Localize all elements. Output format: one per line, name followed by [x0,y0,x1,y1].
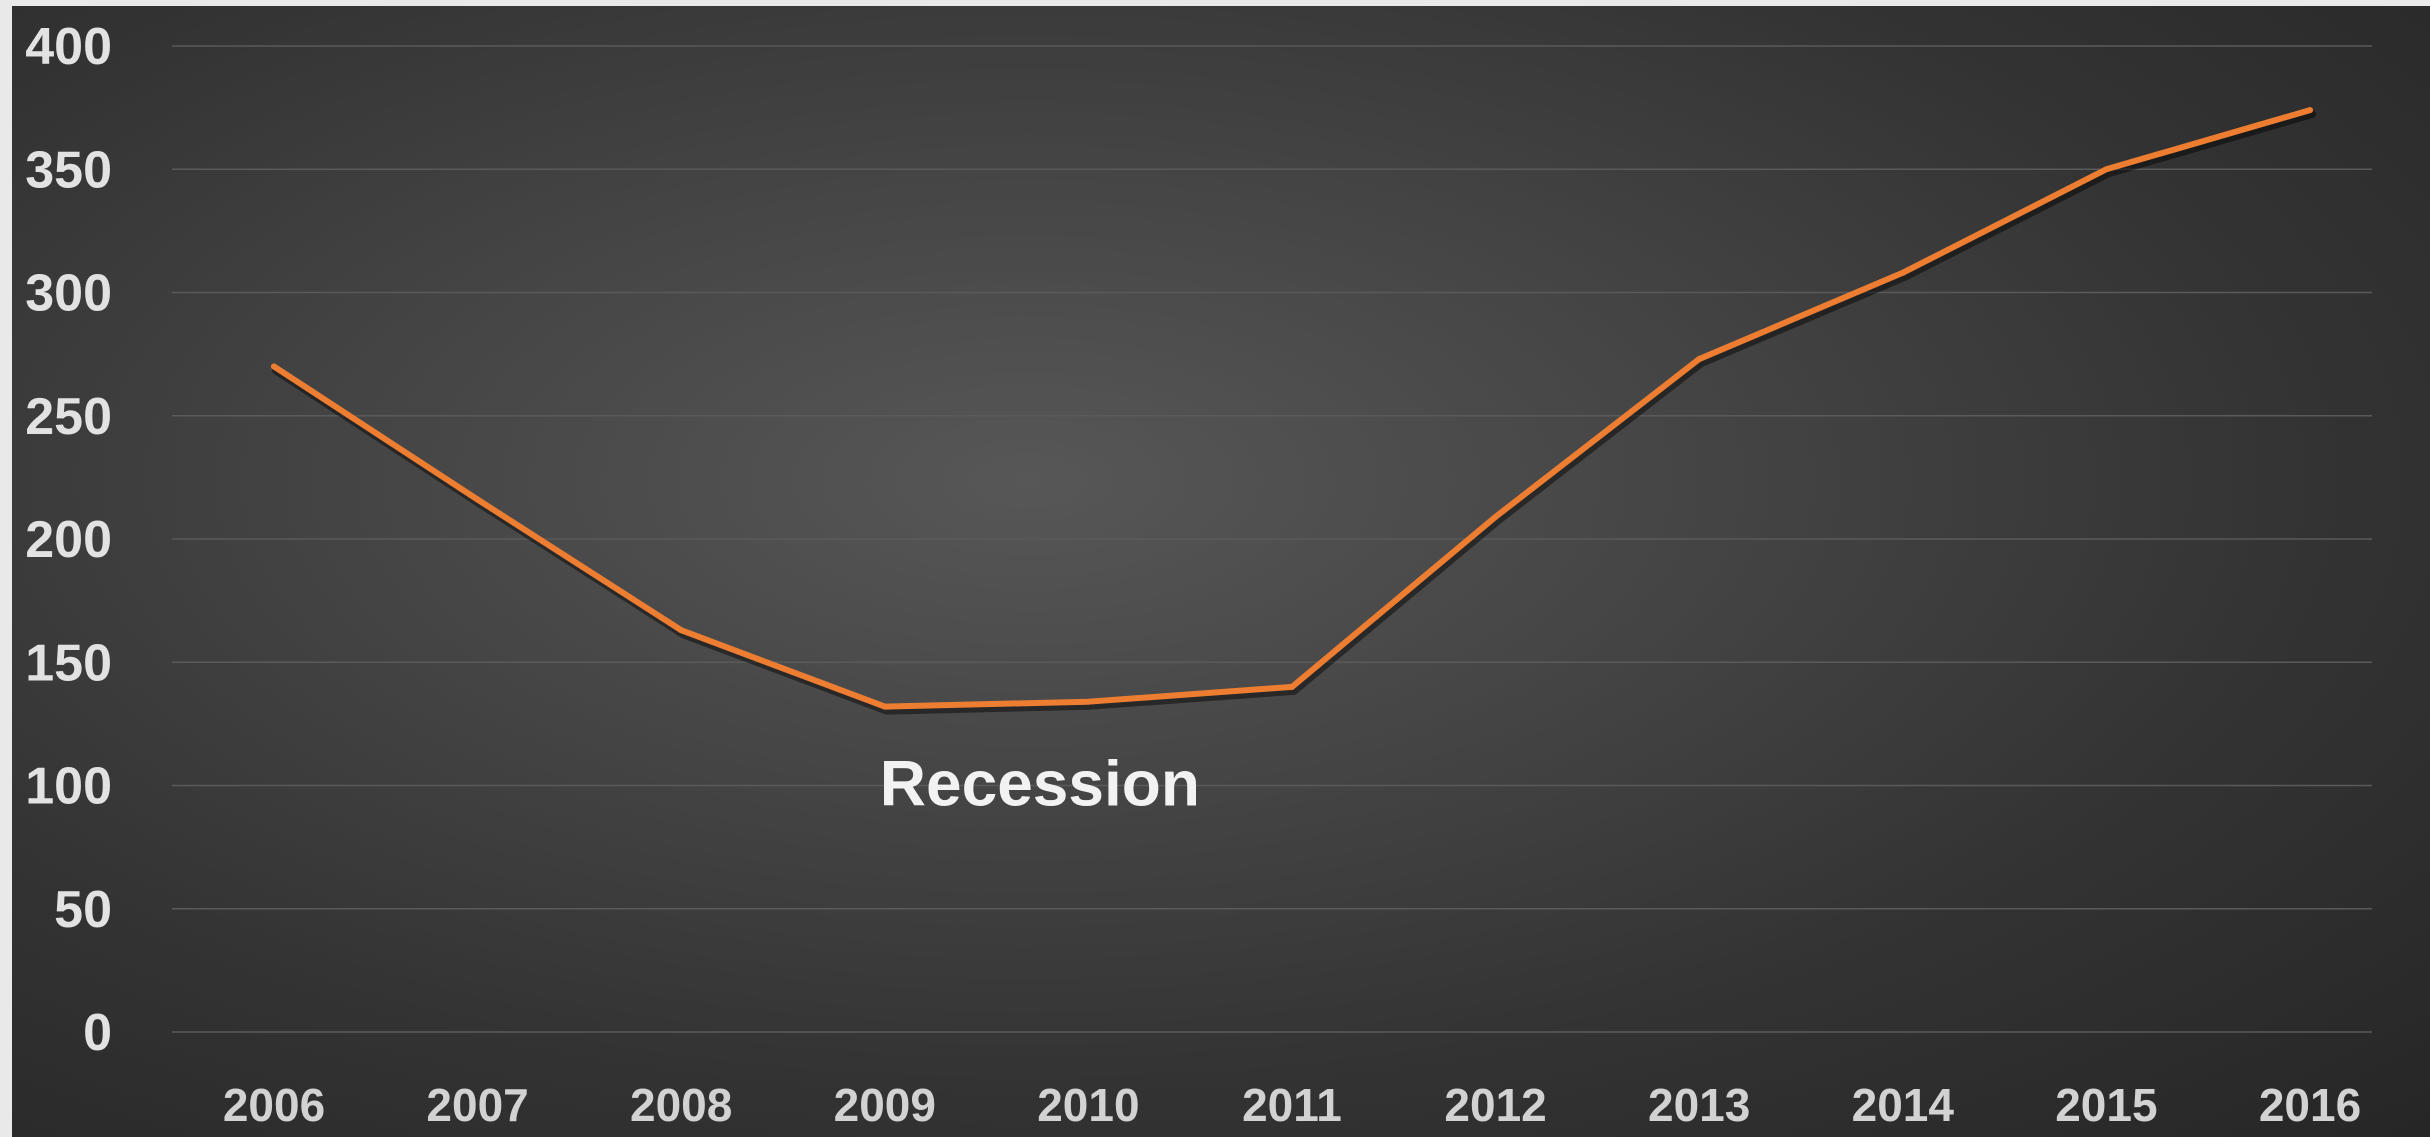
x-axis-tick-labels: 2006 2007 2008 2009 2010 2011 2012 2013 2014 2015… [223,1079,2361,1131]
series-line [271,107,2313,710]
chart-area: 0 50 100 150 200 250 300 350 400 2006 2007 2008 200… [12,6,2430,1137]
y-tick-label: 0 [83,1004,112,1062]
x-tick-label: 2012 [1444,1079,1546,1131]
gridlines [172,45,2372,1033]
data-point-2006 [271,363,277,370]
y-tick-label: 250 [25,388,112,446]
data-point-2012 [1492,513,1499,520]
x-tick-label: 2010 [1037,1079,1139,1131]
data-point-2007 [474,496,481,503]
x-tick-label: 2014 [1852,1079,1955,1131]
y-axis-tick-labels: 0 50 100 150 200 250 300 350 400 [25,18,112,1062]
y-tick-label: 100 [25,758,112,816]
annotations: Recession [880,748,1200,820]
y-tick-label: 200 [25,511,112,569]
x-tick-label: 2013 [1648,1079,1750,1131]
y-tick-label: 400 [25,18,112,76]
x-tick-label: 2008 [630,1079,732,1131]
y-tick-label: 300 [25,265,112,323]
y-tick-label: 350 [25,141,112,199]
x-tick-label: 2006 [223,1079,325,1131]
data-point-2014 [1899,269,1906,276]
data-point-2013 [1696,356,1703,363]
data-point-2015 [2103,166,2110,173]
data-point-2011 [1289,683,1295,690]
data-point-2008 [678,627,685,634]
x-tick-label: 2009 [834,1079,936,1131]
annotation-label: Recession [880,748,1200,820]
y-tick-label: 50 [54,881,112,939]
x-tick-label: 2015 [2055,1079,2157,1131]
series-group [271,107,2316,715]
x-tick-label: 2016 [2259,1079,2361,1131]
x-tick-label: 2007 [426,1079,528,1131]
x-tick-label: 2011 [1242,1079,1342,1131]
data-point-2016 [2307,107,2313,114]
data-point-2009 [881,703,888,710]
series-line-shadow [272,110,2316,715]
data-point-2010 [1085,698,1092,705]
y-tick-label: 150 [25,634,112,692]
